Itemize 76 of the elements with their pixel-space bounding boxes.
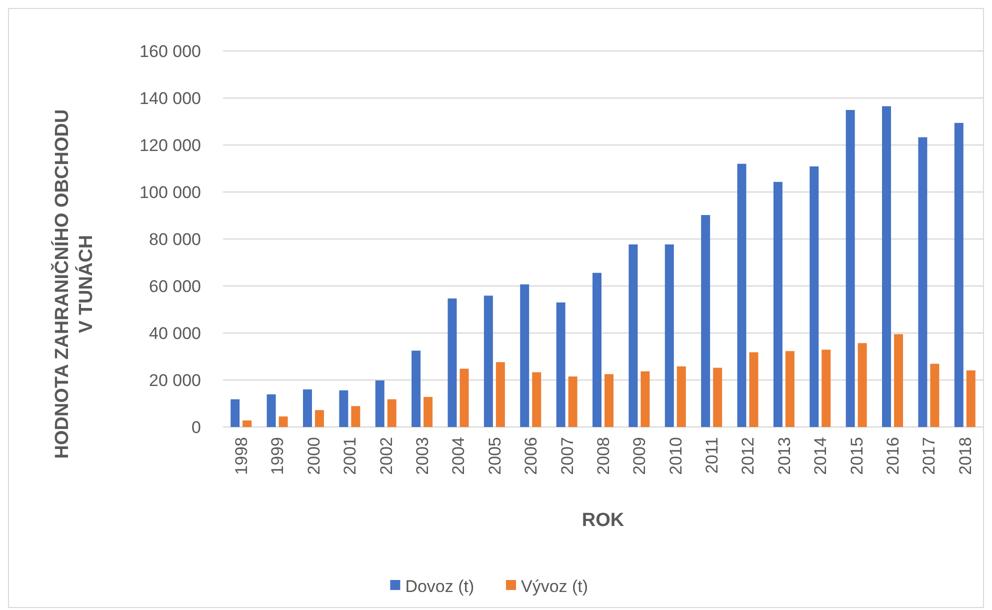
- bar: [532, 372, 542, 427]
- bar: [810, 166, 819, 427]
- bar: [628, 244, 638, 427]
- bar: [954, 122, 964, 427]
- bar: [242, 420, 252, 427]
- bar: [882, 106, 892, 427]
- bar: [918, 137, 928, 427]
- x-axis-title: ROK: [582, 510, 624, 531]
- bar: [302, 389, 312, 427]
- bar: [496, 362, 505, 427]
- bar: [266, 394, 276, 427]
- bar: [676, 366, 686, 427]
- bar: [749, 352, 758, 427]
- x-tick-label: 2002: [376, 437, 396, 475]
- bar: [375, 380, 384, 427]
- bar: [822, 350, 831, 427]
- x-tick-label: 2001: [340, 437, 360, 475]
- bar: [701, 215, 710, 427]
- bar: [351, 406, 360, 427]
- bar: [424, 396, 433, 427]
- bar: [230, 399, 240, 427]
- x-tick-label: 2000: [304, 437, 324, 475]
- x-tick-label: 2017: [920, 437, 939, 475]
- bar: [785, 351, 794, 427]
- bar: [412, 350, 421, 427]
- y-tick-label: 60 000: [149, 276, 201, 296]
- x-tick-label: 2014: [811, 437, 830, 475]
- bar: [520, 284, 530, 427]
- bar: [640, 371, 650, 427]
- bar: [773, 182, 782, 427]
- bar: [484, 296, 493, 427]
- y-tick-label: 100 000: [140, 182, 201, 202]
- bar: [448, 298, 457, 427]
- bar: [846, 110, 855, 427]
- bar: [930, 364, 940, 427]
- bar: [339, 390, 348, 427]
- legend-label: Dovoz (t): [405, 576, 474, 596]
- x-tick-label: 2004: [449, 437, 468, 475]
- x-tick-label: 2015: [847, 437, 866, 475]
- bar: [387, 399, 396, 427]
- x-tick-label: 2016: [883, 437, 902, 475]
- bar: [737, 164, 746, 427]
- bar: [460, 368, 469, 427]
- y-tick-label: 40 000: [149, 324, 201, 343]
- bar: [664, 244, 674, 427]
- x-tick-label: 2010: [666, 437, 686, 475]
- x-tick-label: 2013: [774, 437, 794, 475]
- bar: [604, 374, 614, 427]
- y-tick-label: 20 000: [149, 370, 201, 390]
- bar: [858, 343, 867, 427]
- x-tick-label: 2003: [413, 437, 432, 475]
- bar: [556, 302, 566, 427]
- x-tick-label: 2005: [485, 437, 504, 475]
- y-tick-label: 160 000: [140, 42, 201, 61]
- bar: [713, 368, 722, 427]
- x-tick-label: 1999: [268, 437, 288, 475]
- x-tick-label: 2007: [558, 437, 577, 475]
- bar: [278, 416, 288, 427]
- bar: [894, 334, 904, 427]
- y-tick-label: 120 000: [140, 136, 201, 155]
- x-tick-label: 1998: [232, 437, 252, 475]
- x-tick-label: 2018: [956, 437, 975, 475]
- x-tick-label: 2011: [702, 437, 722, 474]
- bar: [568, 376, 578, 427]
- y-tick-label: 80 000: [149, 230, 201, 249]
- y-tick-label: 140 000: [140, 88, 201, 108]
- bar: [966, 370, 976, 427]
- x-tick-label: 2006: [522, 437, 541, 475]
- legend-label: Vývoz (t): [521, 576, 588, 596]
- bar: [314, 410, 324, 427]
- x-tick-label: 2009: [630, 437, 650, 475]
- y-tick-label: 0: [192, 418, 201, 437]
- y-axis-title: HODNOTA ZAHRANIČNÍHO OBCHODU V TUNÁCH: [50, 109, 97, 459]
- x-tick-label: 2012: [738, 437, 758, 475]
- x-tick-label: 2008: [594, 437, 613, 475]
- bar: [592, 272, 602, 427]
